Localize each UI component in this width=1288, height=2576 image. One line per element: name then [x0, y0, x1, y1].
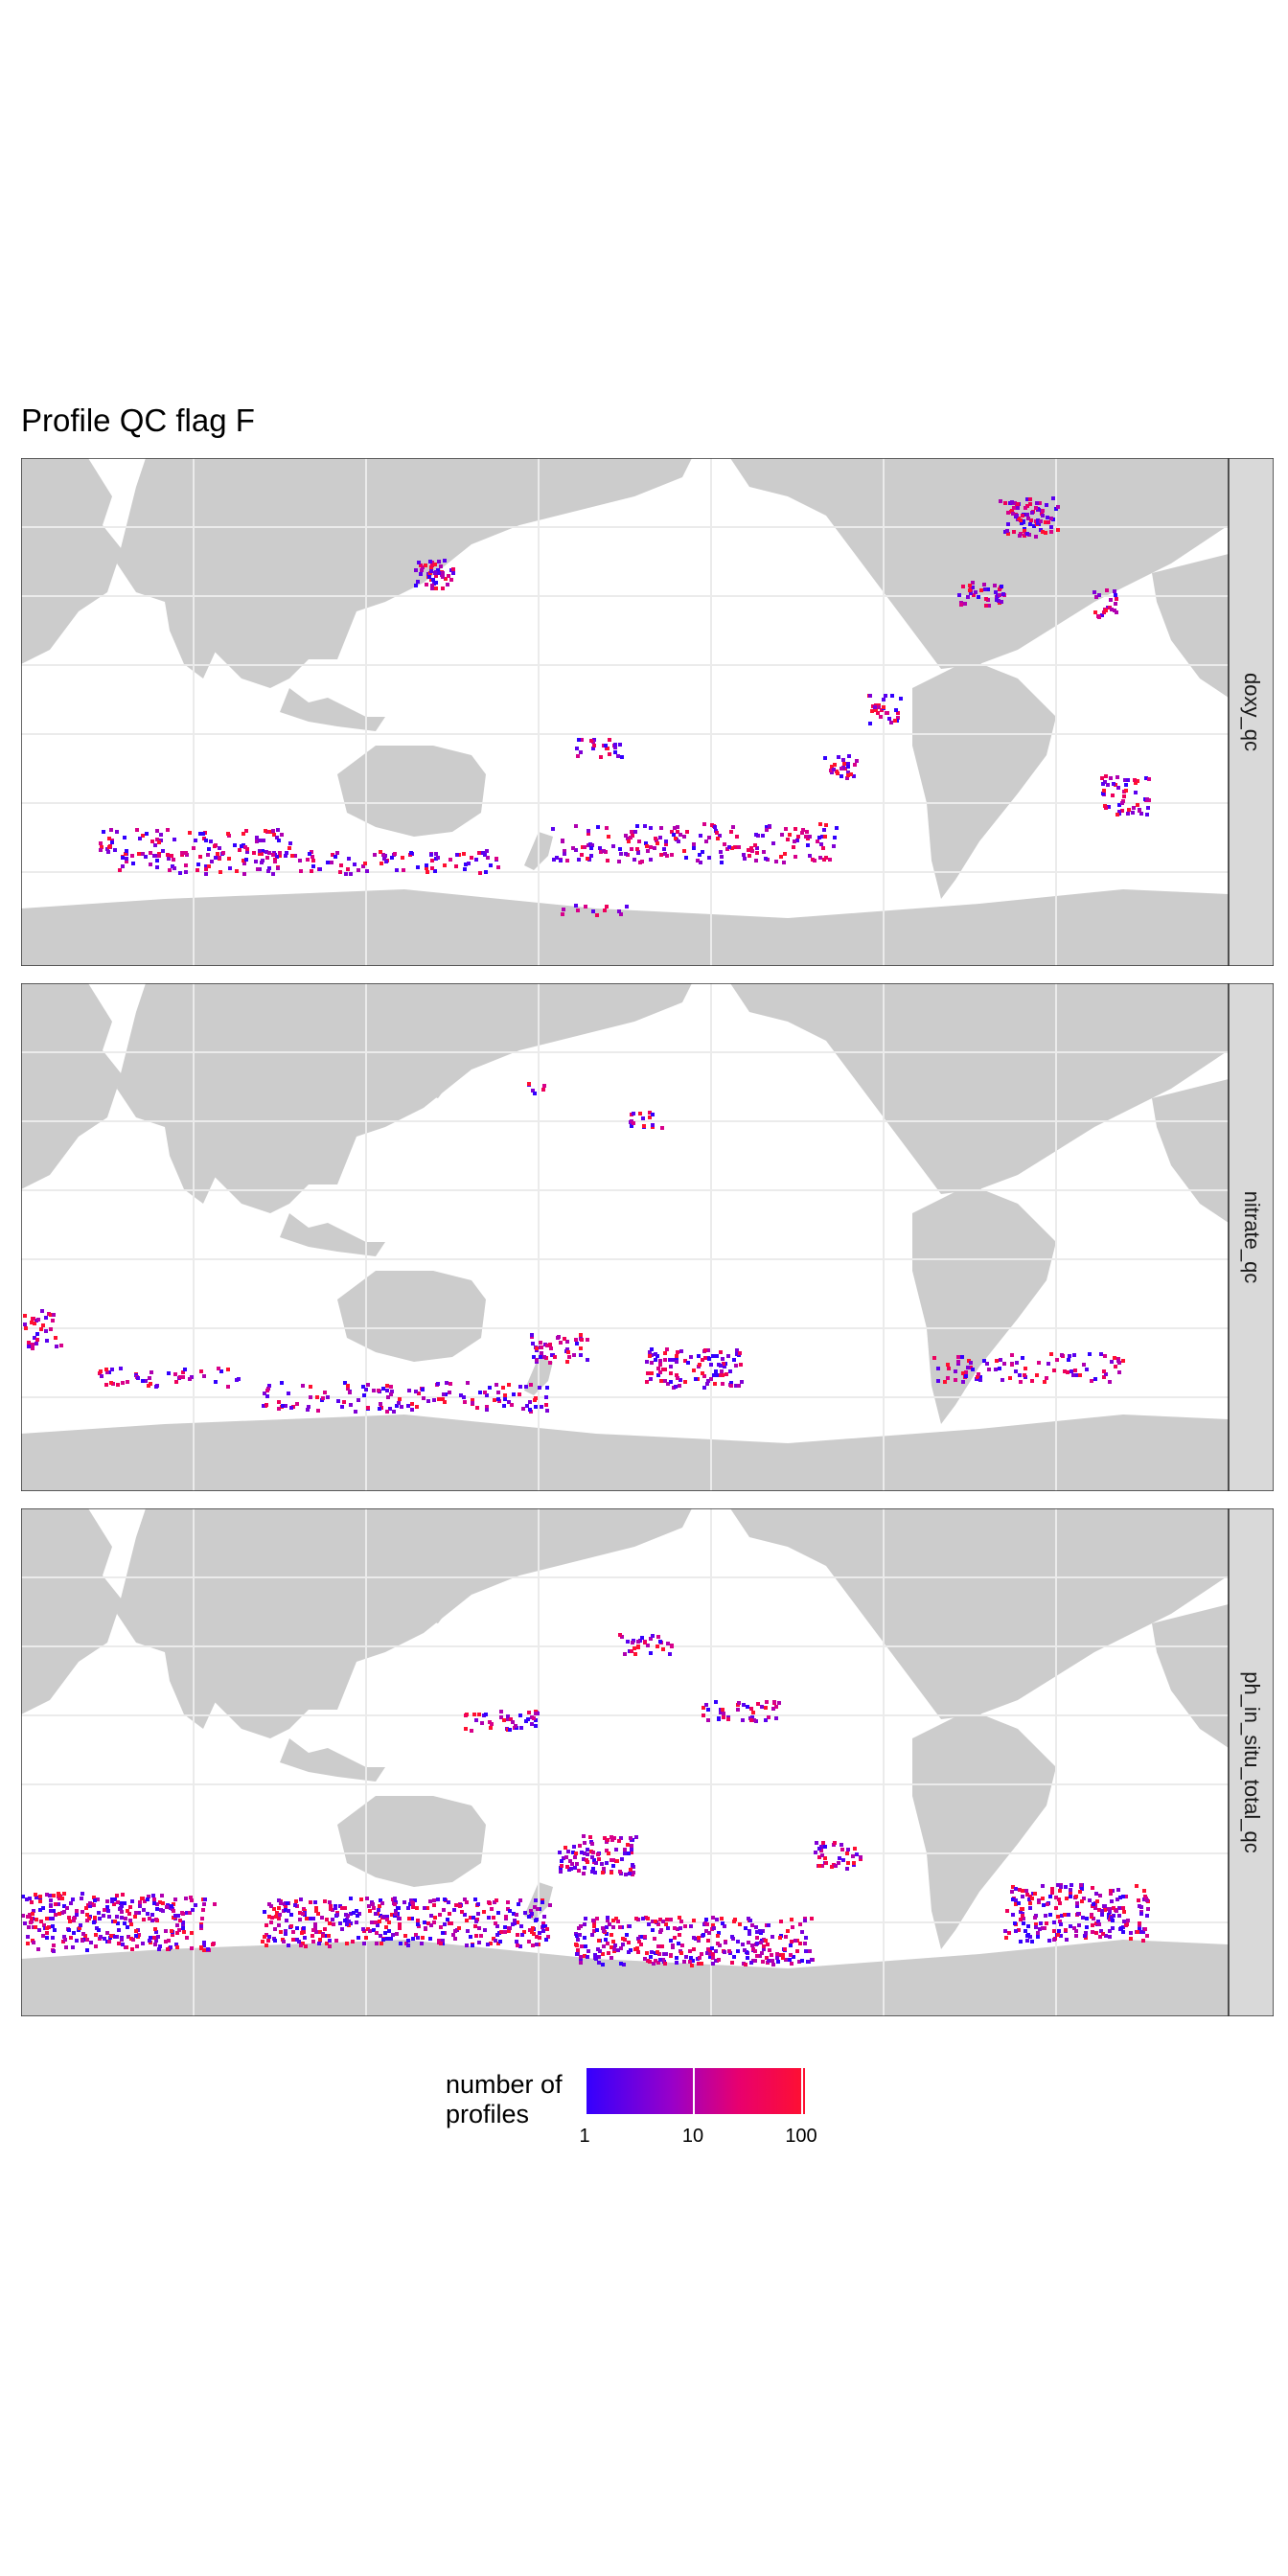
legend-tick-mark — [693, 2068, 695, 2114]
facet-strip — [1228, 1508, 1274, 2016]
facet-strip — [1228, 458, 1274, 966]
legend-tick-label: 1 — [579, 2126, 590, 2147]
facet-strip-label: nitrate_qc — [1240, 1191, 1264, 1284]
land-mass — [21, 458, 1229, 966]
map-gridlines — [21, 983, 1229, 1491]
color-legend: number of profiles 1 10 100 — [441, 2062, 843, 2149]
facet-strip-label: ph_in_situ_total_qc — [1240, 1671, 1264, 1853]
profile-cells — [99, 496, 1151, 917]
legend-tick-label: 10 — [681, 2126, 704, 2147]
map-panel-ph: ph_in_situ_total_qc — [21, 1508, 1274, 2016]
map-panel-nitrate: nitrate_qc — [21, 983, 1274, 1491]
legend-tick-mark — [585, 2068, 586, 2114]
plot-title: Profile QC flag F — [21, 402, 255, 438]
legend-tick-mark — [801, 2068, 803, 2114]
land-mass — [21, 983, 1229, 1491]
legend-colorbar — [585, 2068, 805, 2114]
profile-cells — [21, 1633, 1150, 1967]
map-panel-doxy: doxy_qc — [21, 458, 1274, 966]
legend-title: number of profiles — [446, 2070, 563, 2128]
land-mass — [21, 1508, 1229, 2016]
facet-strip — [1228, 983, 1274, 1491]
legend-tick-label: 100 — [785, 2126, 817, 2147]
facet-strip-label: doxy_qc — [1240, 673, 1264, 751]
profile-cells — [23, 1082, 1125, 1414]
